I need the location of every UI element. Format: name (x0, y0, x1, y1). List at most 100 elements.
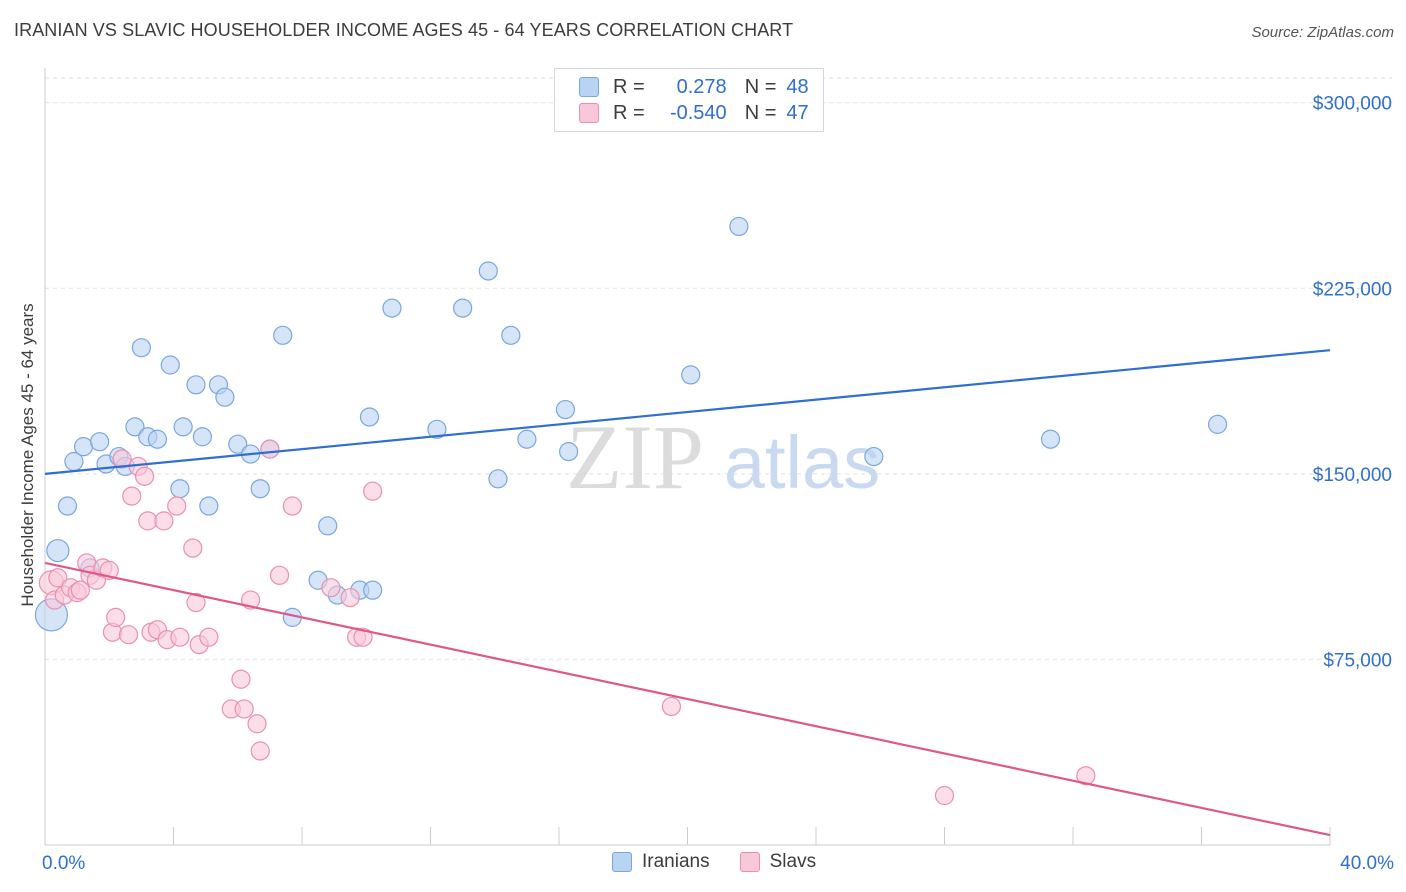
iranian-point (215, 387, 235, 407)
legend-swatch-slavs (579, 103, 599, 123)
iranian-point (250, 479, 270, 499)
legend-n-value: 47 (786, 101, 809, 124)
slav-point (183, 538, 203, 558)
slav-point (134, 466, 155, 486)
iranian-trend-line (44, 349, 1331, 475)
slav-point (138, 511, 158, 531)
slav-point (363, 481, 383, 501)
iranian-point (1040, 429, 1061, 449)
iranian-point (147, 429, 168, 449)
slav-point (353, 627, 373, 647)
iranian-point (729, 216, 749, 237)
slav-point (112, 449, 132, 469)
source-label: Source: ZipAtlas.com (1251, 24, 1394, 41)
tick-labels: $75,000 $150,000 $225,000 $300,000 0.0% 40.0% (42, 94, 1394, 874)
y-tick-label: $75,000 (1323, 650, 1392, 671)
legend-label-iranians: Iranians (642, 851, 710, 872)
x-tick-label: 0.0% (42, 853, 85, 874)
chart-title: IRANIAN VS SLAVIC HOUSEHOLDER INCOME AGE… (14, 20, 794, 40)
watermark-atlas: atlas (724, 421, 880, 504)
slav-point (661, 696, 682, 717)
iranian-point (199, 496, 219, 516)
legend-r-value: 0.278 (676, 75, 727, 98)
slav-point (231, 669, 251, 689)
trend-lines (44, 349, 1331, 837)
legend-row-slavs: R = -0.540 N = 47 (579, 100, 809, 126)
iranian-point (273, 325, 293, 345)
slav-point (170, 627, 190, 647)
iranian-point (382, 298, 402, 318)
y-tick-label: $300,000 (1313, 94, 1392, 115)
slav-point (118, 625, 139, 645)
x-tick-label: 40.0% (1340, 853, 1394, 874)
gridlines (45, 77, 1392, 660)
data-points (34, 216, 1228, 806)
iranian-point (46, 538, 70, 563)
slav-point (1076, 766, 1096, 786)
legend-item-iranians[interactable]: Iranians (612, 851, 710, 873)
iranian-point (517, 429, 537, 449)
watermark-zip: ZIP (566, 406, 704, 508)
series-legend: Iranians Slavs (612, 851, 846, 873)
slav-point (934, 785, 955, 806)
legend-r-label: R = (613, 101, 645, 124)
legend-r-value: -0.540 (669, 101, 727, 124)
iranian-point (681, 365, 701, 385)
iranian-point (318, 516, 338, 536)
iranian-point (555, 399, 576, 420)
iranian-point (427, 419, 447, 439)
slav-point (122, 486, 142, 506)
iranian-point (228, 434, 248, 454)
iranian-point (864, 446, 884, 467)
slav-point (167, 496, 187, 516)
iranian-point (57, 496, 78, 516)
iranian-point (478, 261, 498, 281)
legend-n-label: N = (744, 101, 777, 124)
iranian-point (359, 407, 380, 427)
legend-label-slavs: Slavs (769, 851, 817, 872)
legend-r-label: R = (613, 75, 645, 98)
iranian-point (501, 325, 521, 345)
iranian-point (170, 479, 190, 499)
iranian-point (453, 298, 473, 318)
slav-point (250, 741, 270, 761)
y-tick-label: $150,000 (1313, 465, 1392, 486)
slav-point (321, 578, 341, 598)
legend-row-iranians: R = 0.278 N = 48 (579, 74, 809, 100)
slav-point (247, 714, 267, 734)
slav-point (48, 568, 68, 588)
legend-swatch-slavs (739, 852, 760, 872)
slav-point (340, 587, 360, 608)
iranian-point (488, 469, 508, 489)
slav-trend-line (44, 561, 1331, 837)
slav-point (282, 496, 302, 516)
slav-point (199, 627, 219, 647)
iranian-point (73, 437, 94, 457)
iranian-point (125, 417, 145, 437)
slav-point (154, 511, 174, 531)
legend-n-label: N = (744, 75, 777, 98)
iranian-point (363, 580, 383, 600)
stats-legend: R = 0.278 N = 48 R = -0.540 N = 47 (554, 68, 824, 132)
y-tick-label: $225,000 (1313, 279, 1392, 300)
iranian-point (90, 432, 110, 452)
legend-n-value: 48 (786, 75, 809, 98)
iranian-point (559, 442, 579, 462)
slav-point (186, 592, 206, 613)
iranian-point (160, 355, 180, 375)
iranian-point (131, 338, 151, 358)
legend-swatch-iranians (579, 77, 599, 97)
slav-point (269, 565, 290, 585)
legend-item-slavs[interactable]: Slavs (739, 851, 817, 873)
iranian-point (192, 427, 213, 447)
slav-point (106, 607, 126, 627)
slav-point (234, 699, 254, 719)
iranian-point (173, 417, 193, 437)
slav-point (70, 580, 90, 600)
iranian-point (1207, 414, 1228, 434)
axes (44, 68, 1331, 846)
iranian-point (186, 375, 206, 395)
legend-swatch-iranians (612, 852, 632, 872)
slav-point (260, 439, 280, 459)
